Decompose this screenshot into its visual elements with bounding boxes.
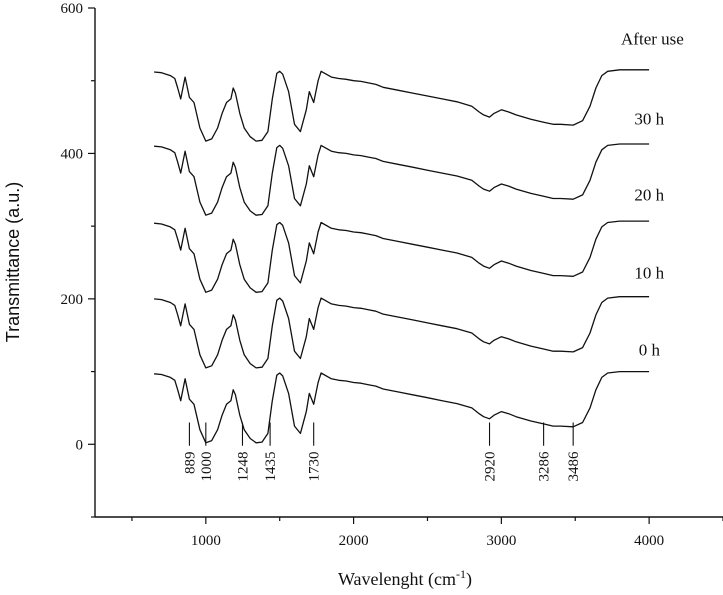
series-line-0 [154, 370, 650, 444]
y-ticks: 0 200 400 600 [61, 1, 95, 518]
x-tick-label: 2000 [339, 533, 369, 549]
plot-frame [94, 8, 723, 518]
series-line-3 [154, 143, 650, 216]
spectra-series: 0 h 10 h 20 h 30 h After use [154, 29, 684, 444]
y-tick-label: 400 [61, 146, 84, 162]
peak-label: 3486 [566, 451, 582, 482]
series-label: 10 h [634, 263, 664, 282]
x-tick-label: 4000 [634, 533, 664, 549]
peak-label: 1435 [263, 452, 279, 482]
x-tick-label: 1000 [191, 533, 221, 549]
series-line-1 [154, 296, 650, 369]
series-label: After use [621, 29, 684, 48]
y-tick-label: 0 [76, 437, 84, 453]
x-axis-title: Wavelenght (cm-1) [338, 567, 472, 590]
series-label: 20 h [634, 186, 664, 205]
peak-annotations: 889 1000 1248 1435 1730 2920 3286 3486 [182, 422, 582, 482]
peak-label: 889 [182, 452, 198, 475]
y-axis-title: Transmittance (a.u.) [3, 182, 23, 342]
peak-label: 2920 [483, 452, 499, 482]
series-label: 0 h [639, 341, 661, 360]
series-label: 30 h [634, 109, 664, 128]
y-tick-label: 600 [61, 1, 84, 17]
series-line-4 [154, 69, 650, 142]
series-line-2 [154, 220, 650, 293]
x-ticks: 1000 2000 3000 4000 [131, 517, 723, 549]
peak-label: 1248 [235, 452, 251, 482]
peak-label: 1000 [199, 452, 215, 482]
y-tick-label: 200 [61, 292, 84, 308]
x-tick-label: 3000 [486, 533, 516, 549]
peak-label: 3286 [537, 451, 553, 482]
peak-label: 1730 [307, 452, 323, 482]
